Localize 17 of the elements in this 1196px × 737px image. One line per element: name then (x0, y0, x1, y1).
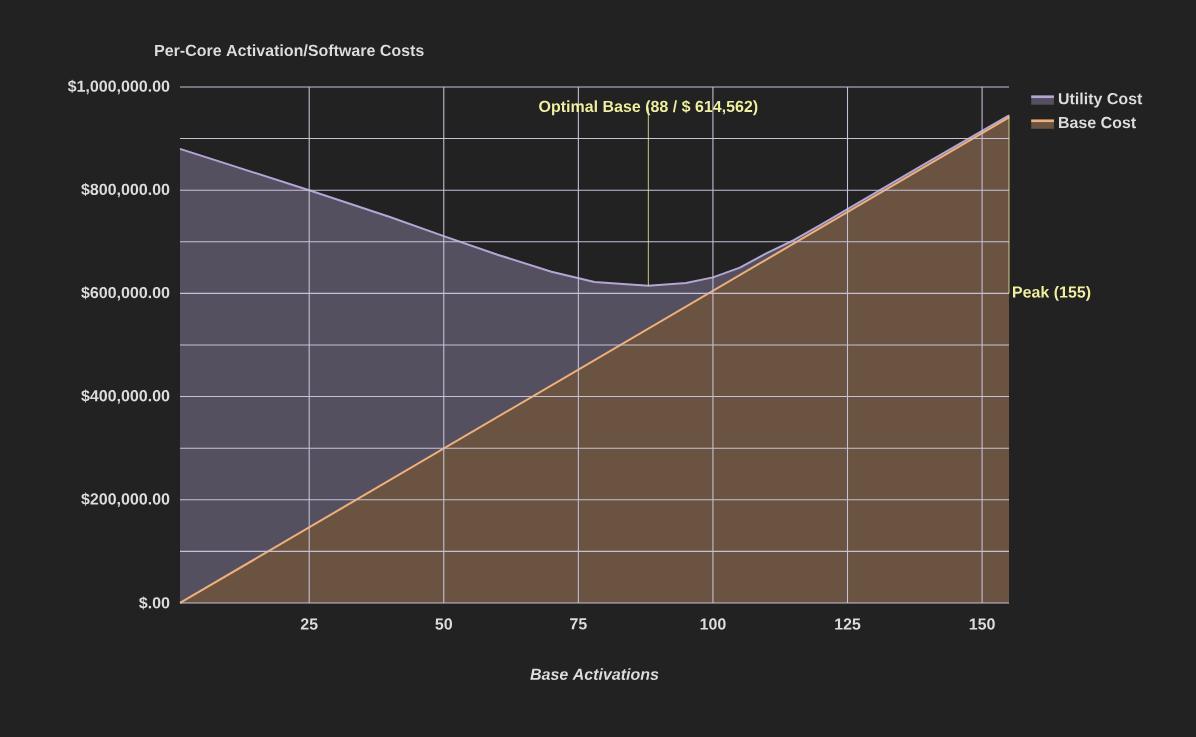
legend-label: Base Cost (1059, 116, 1136, 129)
y-tick-label: $1,000,000.00 (67, 79, 170, 95)
y-tick-label: $400,000.00 (81, 389, 170, 404)
x-tick-label: 125 (835, 618, 861, 630)
x-tick-label: 50 (435, 618, 453, 630)
x-tick-label: 100 (700, 618, 726, 630)
x-axis-title: Base Activations (530, 668, 659, 680)
legend-label: Utility Cost (1058, 92, 1143, 108)
chart-title: Per-Core Activation/Software Costs (155, 44, 424, 57)
y-tick-label: $200,000.00 (81, 492, 170, 507)
x-tick-label: 25 (300, 618, 318, 630)
x-tick-label: 150 (969, 618, 995, 630)
y-tick-label: $.00 (139, 596, 170, 610)
y-tick-label: $800,000.00 (81, 183, 170, 198)
y-tick-label: $600,000.00 (81, 286, 170, 301)
x-tick-label: 75 (570, 618, 587, 630)
annotation: Peak (155) (1013, 285, 1091, 301)
